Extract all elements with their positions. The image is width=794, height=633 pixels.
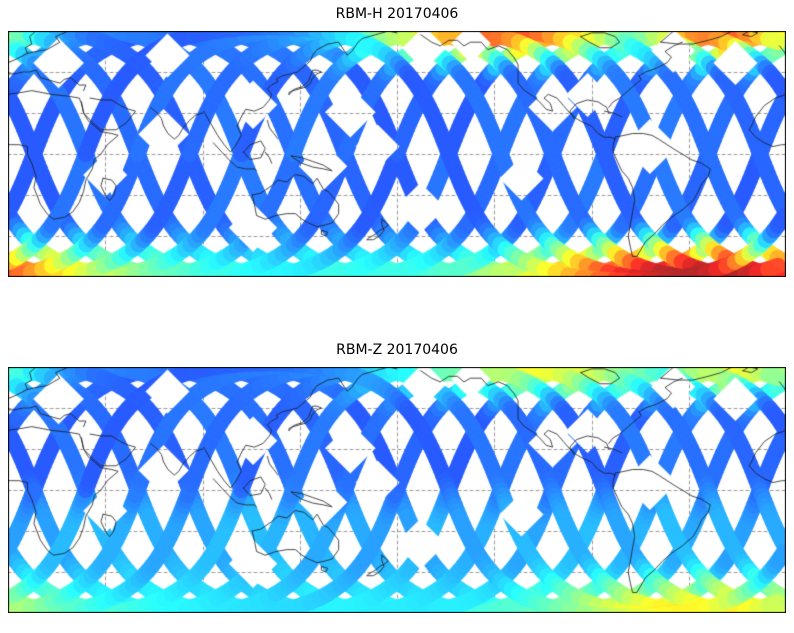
panel-title-rbm-z: RBM-Z 20170406 [336, 342, 458, 358]
map-canvas-rbm-h [8, 31, 786, 277]
map-canvas-rbm-z [8, 367, 786, 613]
panel-title-rbm-h: RBM-H 20170406 [335, 6, 459, 22]
